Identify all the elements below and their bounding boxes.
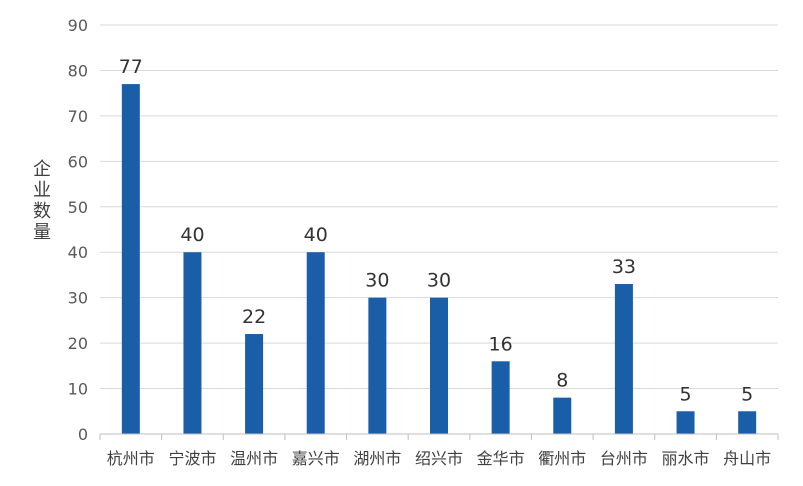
data-label: 16	[489, 333, 513, 355]
bar	[121, 84, 140, 435]
x-tick-label: 丽水市	[662, 449, 710, 468]
y-tick-label: 30	[68, 289, 88, 308]
x-tick-label: 绍兴市	[415, 449, 463, 468]
x-axis-categories: 杭州市 宁波市 温州市 嘉兴市 湖州市 绍兴市 金华市 衢州市 台州市 丽水市 舟山市	[99, 434, 779, 468]
bar	[368, 297, 387, 434]
x-tick-label: 台州市	[600, 449, 648, 468]
x-tick-label: 嘉兴市	[292, 449, 340, 468]
y-tick-label: 60	[68, 152, 88, 171]
bar	[306, 252, 325, 434]
x-tick-label: 杭州市	[107, 449, 155, 468]
y-tick-label: 90	[68, 16, 88, 35]
y-tick-label: 70	[68, 107, 88, 126]
data-label: 30	[365, 270, 389, 292]
bar	[738, 411, 757, 434]
bar	[553, 397, 572, 434]
x-tick-label: 宁波市	[168, 449, 216, 468]
data-label: 22	[242, 306, 266, 328]
y-axis-ticks: 0 10 20 30 40 50 60 70 80 90	[68, 16, 88, 444]
bar	[676, 411, 695, 434]
y-tick-label: 0	[78, 425, 88, 444]
data-label: 40	[180, 224, 204, 246]
y-tick-label: 20	[68, 334, 88, 353]
gridlines	[100, 24, 778, 390]
bar	[245, 334, 264, 434]
bar	[614, 284, 633, 434]
bars	[121, 84, 757, 435]
x-tick-label: 舟山市	[723, 449, 771, 468]
data-label: 30	[427, 270, 451, 292]
bar	[491, 361, 510, 434]
x-tick-label: 温州市	[230, 449, 278, 468]
data-label: 77	[119, 56, 143, 78]
data-label: 8	[556, 370, 568, 392]
y-tick-label: 80	[68, 61, 88, 80]
data-label: 5	[741, 383, 753, 405]
data-labels: 77 40 22 40 30 30 16 8 33 5 5	[119, 56, 754, 405]
bar	[183, 252, 202, 434]
y-tick-label: 10	[68, 380, 88, 399]
data-label: 40	[304, 224, 328, 246]
data-label: 33	[612, 256, 636, 278]
y-axis-title: 企业数量	[33, 159, 51, 243]
x-tick-label: 衢州市	[538, 449, 586, 468]
y-tick-label: 40	[68, 243, 88, 262]
data-label: 5	[679, 383, 691, 405]
bar	[430, 297, 448, 434]
x-tick-label: 湖州市	[353, 449, 401, 468]
x-tick-label: 金华市	[477, 449, 525, 468]
y-tick-label: 50	[68, 198, 88, 217]
